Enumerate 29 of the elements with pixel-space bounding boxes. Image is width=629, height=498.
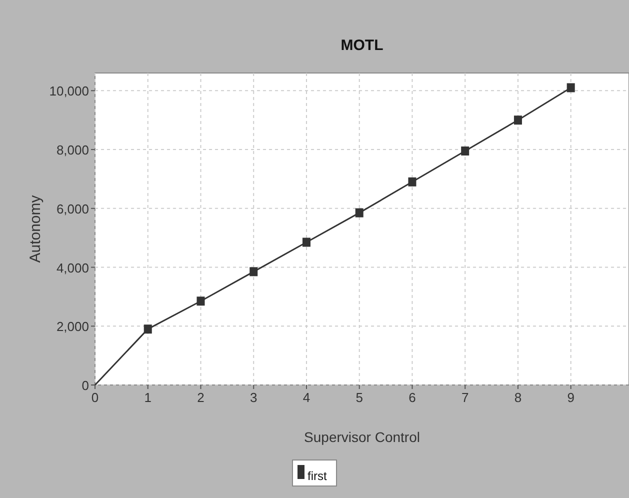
x-axis-title: Supervisor Control — [304, 429, 420, 445]
y-axis-title: Autonomy — [27, 194, 44, 263]
x-tick-label: 7 — [461, 390, 469, 405]
point — [514, 116, 522, 125]
x-tick-label: 3 — [250, 390, 258, 405]
x-tick-label: 9 — [567, 390, 574, 405]
point — [144, 324, 152, 334]
chart-title: MOTL — [340, 37, 384, 54]
x-tick-label: 0 — [91, 390, 99, 405]
y-tick-label: 6,000 — [56, 201, 89, 216]
x-tick-label: 4 — [302, 390, 310, 405]
x-tick-label: 6 — [408, 390, 416, 405]
point — [196, 296, 205, 306]
y-tick-label: 10,000 — [49, 84, 89, 99]
x-tick-label: 2 — [197, 390, 204, 405]
point — [408, 177, 416, 186]
point — [461, 146, 470, 156]
y-tick-label: 8,000 — [56, 142, 89, 158]
x-tick-label: 1 — [144, 390, 152, 405]
y-tick-label: 2,000 — [56, 319, 89, 334]
x-tick-label: 5 — [356, 390, 363, 405]
legend-label: first — [308, 469, 328, 483]
point — [355, 208, 364, 218]
y-tick-label: 4,000 — [56, 260, 89, 276]
y-tick-label: 0 — [82, 378, 89, 393]
x-tick-label: 8 — [514, 390, 522, 405]
point — [250, 267, 258, 276]
point — [566, 83, 575, 92]
point — [302, 238, 310, 247]
